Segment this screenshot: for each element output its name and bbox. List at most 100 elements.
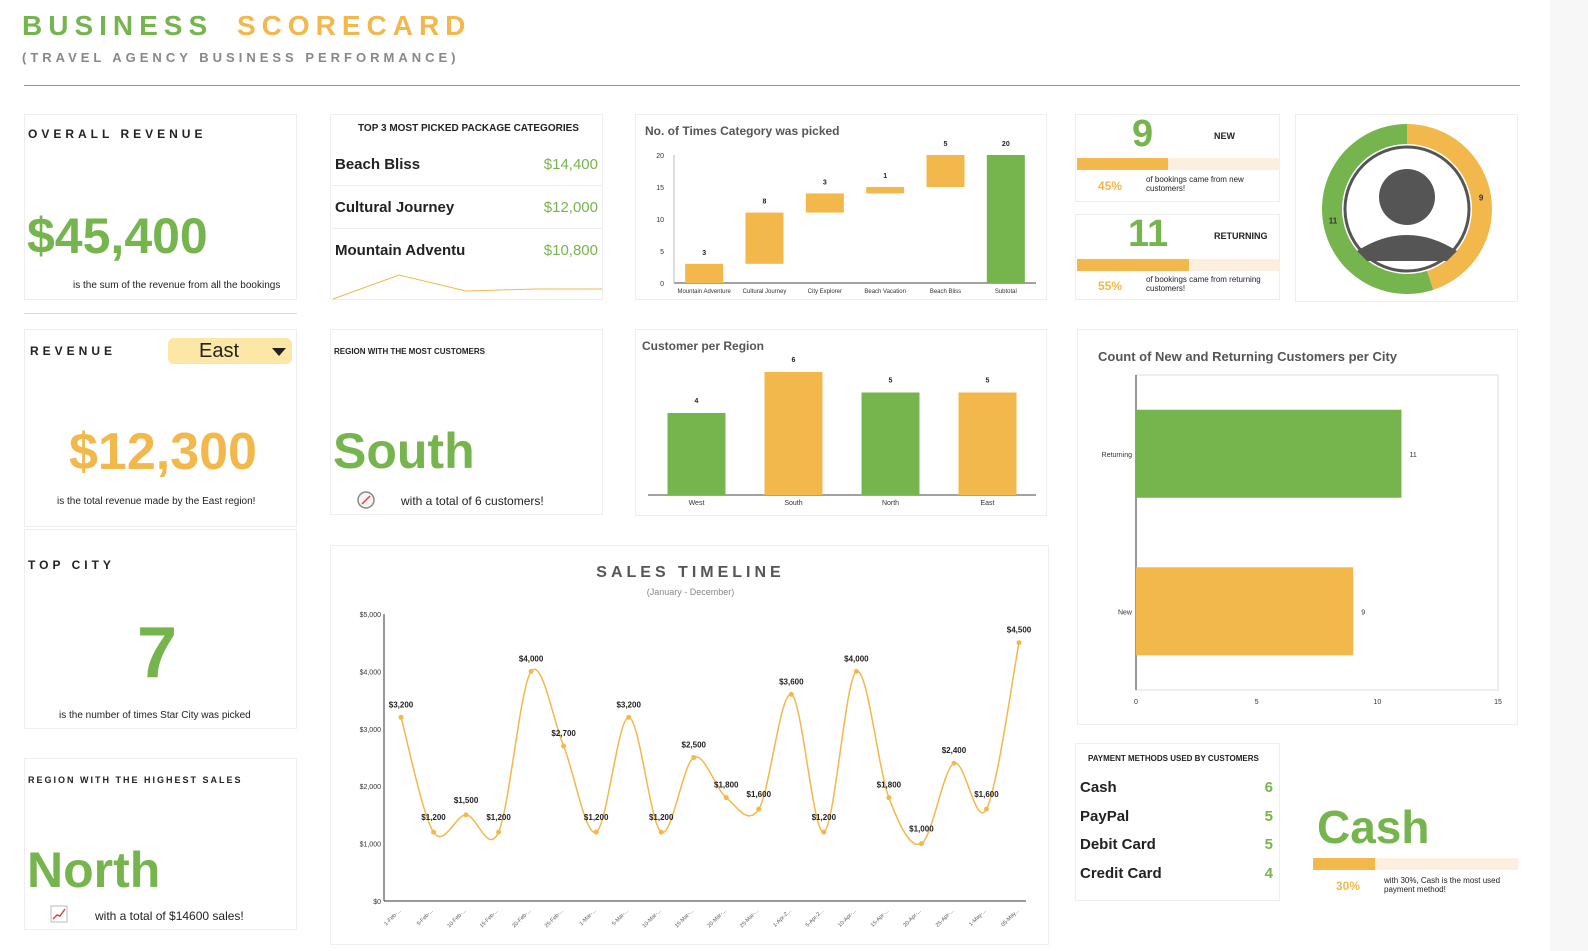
overall-revenue-caption: is the sum of the revenue from all the b… (73, 280, 281, 291)
returning-customers-card: 11 RETURNING 55% of bookings came from r… (1075, 213, 1280, 300)
x-tick-label: 25-Feb-... (544, 908, 565, 929)
sales-point (626, 714, 632, 720)
y-tick-label: $1,000 (360, 842, 382, 849)
bar-value-label: 6 (792, 357, 796, 364)
row-divider (331, 228, 602, 229)
slice-label: 9 (1479, 193, 1484, 202)
y-tick-label: $2,000 (360, 784, 382, 791)
top-city-card: TOP CITY 7 is the number of times Star C… (24, 529, 297, 729)
waterfall-bar (986, 155, 1025, 283)
sales-point (496, 829, 502, 835)
x-tick-label: East (980, 500, 994, 507)
bar-value-label: 11 (1409, 452, 1416, 459)
x-tick-label: North (882, 500, 899, 507)
region-bar (764, 372, 823, 495)
top-city-value: 7 (137, 613, 178, 693)
x-tick-label: 5-Feb-... (416, 908, 435, 927)
y-tick-label: Returning (1102, 452, 1132, 459)
x-tick-label: Cultural Journey (743, 289, 787, 295)
payment-row: Cash 6 (1080, 779, 1275, 796)
region-highest-sales-caption: with a total of $14600 sales! (95, 909, 244, 923)
y-tick-label: 15 (656, 185, 664, 192)
city-customers-chart: 0 5 10 15 11 Returning 9 New (1102, 374, 1502, 706)
sales-point (918, 841, 924, 847)
sales-point (593, 829, 599, 835)
x-tick-label: 25-Apr-... (935, 908, 956, 929)
package-value: $14,400 (543, 156, 598, 173)
sales-point (431, 829, 437, 835)
x-tick-label: 10-Apr-... (837, 908, 858, 929)
sales-point (463, 812, 469, 818)
y-tick-label: 20 (656, 153, 664, 160)
payment-progress-track (1313, 858, 1518, 870)
x-tick-label: Subtotal (995, 289, 1017, 295)
slice-label: 11 (1329, 217, 1338, 226)
category-picked-card: No. of Times Category was picked 0 5 10 15 2… (635, 114, 1047, 300)
package-value: $12,000 (543, 199, 598, 216)
package-name: Mountain Adventu (335, 242, 466, 259)
point-value-label: $1,000 (909, 825, 934, 834)
x-tick-label: Mountain Adventure (677, 289, 731, 295)
x-tick-label: 0 (1134, 699, 1138, 706)
page-subtitle: (TRAVEL AGENCY BUSINESS PERFORMANCE) (22, 50, 460, 65)
x-tick-label: 20-Apr-... (902, 908, 923, 929)
region-dropdown-value: East (199, 340, 240, 362)
point-value-label: $4,000 (844, 654, 869, 663)
top-payment-method: Cash (1317, 801, 1430, 853)
payment-methods-card: PAYMENT METHODS USED BY CUSTOMERS Cash 6… (1075, 743, 1280, 901)
payment-progress-fill (1313, 858, 1375, 870)
x-tick-label: 5 (1255, 699, 1259, 706)
sales-point (788, 691, 794, 697)
top-city-caption: is the number of times Star City was pic… (59, 710, 251, 721)
x-tick-label: 1-Mar-... (579, 908, 598, 927)
revenue-region-card: REVENUE East $12,300 is the total revenu… (24, 329, 297, 527)
waterfall-bar (805, 193, 844, 213)
sparkline (332, 274, 602, 300)
customer-donut-chart: 9 11 (1322, 124, 1492, 294)
region-dropdown[interactable]: East (168, 338, 292, 364)
sales-point (561, 743, 567, 749)
y-tick-label: $3,000 (360, 727, 382, 734)
sales-point (658, 829, 664, 835)
window-scrollbar[interactable] (1550, 0, 1588, 951)
returning-customers-count: 11 (1128, 213, 1169, 255)
waterfall-bar (926, 155, 965, 187)
x-tick-label: 1-May-... (968, 908, 988, 928)
region-highest-sales-card: REGION WITH THE HIGHEST SALES North with… (24, 758, 297, 930)
city-customers-chart-title: Count of New and Returning Customers per… (1098, 349, 1398, 364)
y-tick-label: $0 (373, 899, 381, 906)
point-value-label: $2,700 (551, 729, 576, 738)
point-value-label: $1,800 (714, 781, 739, 790)
x-tick-label: 20-Feb-... (511, 908, 532, 929)
sales-point (853, 668, 859, 674)
point-value-label: $4,000 (519, 654, 544, 663)
package-row: Mountain Adventu $10,800 (335, 242, 598, 259)
x-tick-label: 20-Mar-... (707, 908, 728, 929)
x-tick-label: West (689, 500, 705, 507)
new-customers-count: 9 (1132, 113, 1154, 155)
point-value-label: $3,600 (779, 677, 804, 686)
y-tick-label: 10 (656, 217, 664, 224)
region-bar (861, 392, 920, 495)
x-tick-label: 05-May... (1000, 908, 1020, 928)
sales-point (398, 714, 404, 720)
avatar-body (1357, 235, 1457, 261)
region-highest-sales-label: REGION WITH THE HIGHEST SALES (28, 775, 243, 785)
region-revenue-value: $12,300 (69, 423, 257, 481)
waterfall-chart-title: No. of Times Category was picked (645, 124, 840, 138)
returning-customers-caption: of bookings came from returning customer… (1146, 275, 1261, 293)
x-tick-label: 15-Apr-... (870, 908, 891, 929)
y-tick-label: $4,000 (360, 669, 382, 676)
point-value-label: $2,400 (942, 746, 967, 755)
x-tick-label: 15 (1494, 699, 1502, 706)
chevron-down-icon (272, 348, 286, 356)
payment-row: PayPal 5 (1080, 808, 1275, 825)
bar-value-label: 20 (1002, 141, 1010, 148)
new-customers-caption: of bookings came from new customers! (1146, 175, 1244, 193)
sales-point (528, 668, 534, 674)
title-word-business: BUSINESS (22, 10, 214, 41)
point-value-label: $2,500 (682, 741, 707, 750)
package-row: Cultural Journey $12,000 (335, 199, 598, 216)
bar-value-label: 8 (763, 199, 767, 206)
